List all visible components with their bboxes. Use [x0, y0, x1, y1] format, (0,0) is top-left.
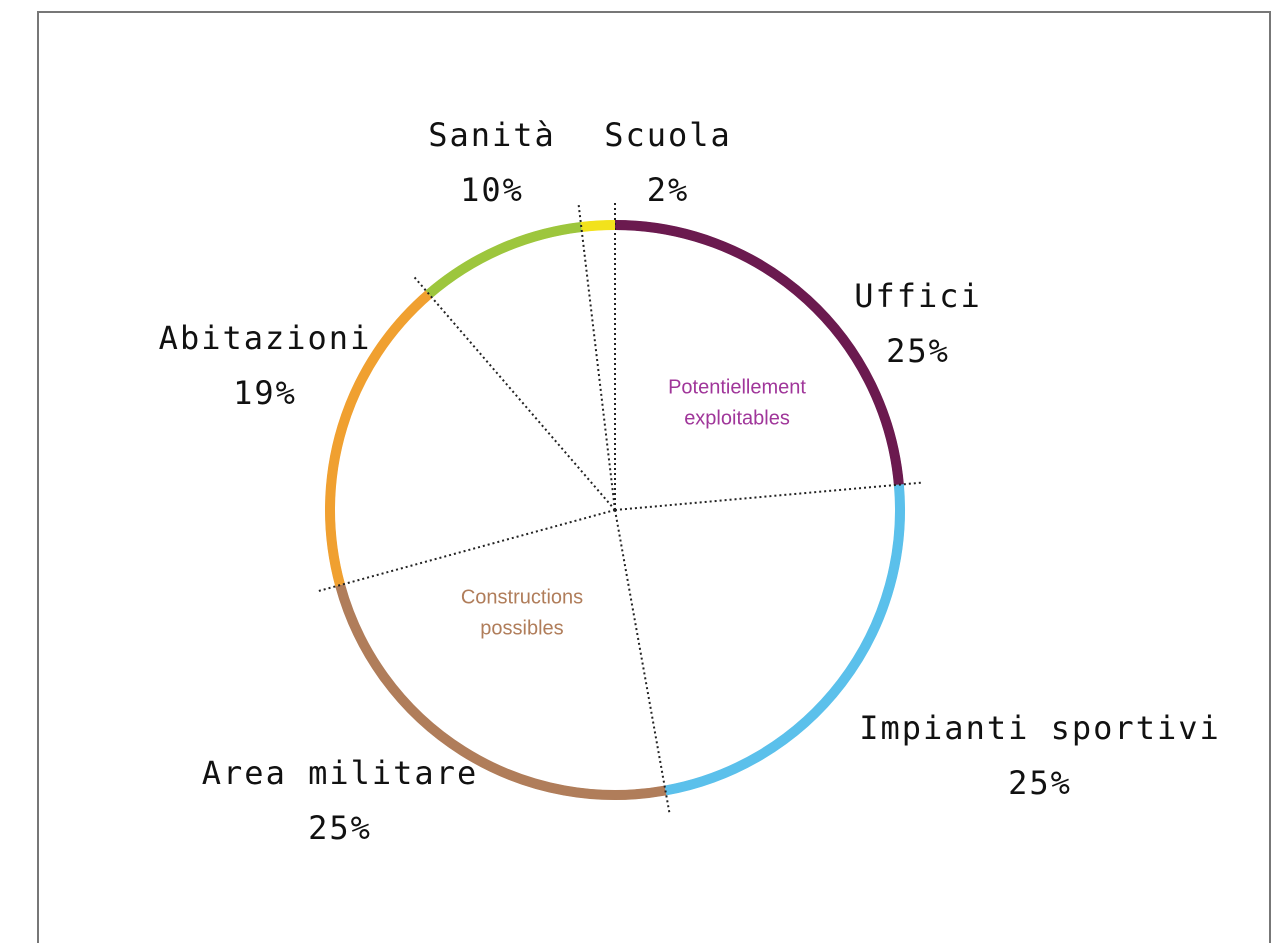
slice-arc-stroke: [614, 228, 896, 486]
slice-arc-stroke: [325, 290, 427, 587]
annotation: Constructions: [461, 586, 583, 608]
slice-arc: [335, 583, 667, 800]
slice-label: Sanità: [428, 116, 556, 154]
slice-label: Area militare: [202, 754, 478, 792]
slice-value-label: 25%: [308, 809, 372, 847]
slice-arc-stroke: [333, 296, 433, 585]
slice-value-label: 25%: [1008, 764, 1072, 802]
slice-value-label: 10%: [460, 171, 524, 209]
slice-value-label: 25%: [886, 332, 950, 370]
slice-label: Scuola: [604, 116, 732, 154]
slice-label: Uffici: [854, 277, 982, 315]
slice-label: Impianti sportivi: [859, 709, 1221, 747]
slice-arc-stroke: [664, 484, 897, 788]
slice-divider: [315, 509, 616, 593]
slice-arc-stroke: [335, 585, 667, 800]
slice-arc: [325, 290, 433, 587]
slice-value-label: 2%: [647, 171, 690, 209]
slice-arc-stroke: [665, 484, 905, 796]
slice-arc-stroke: [425, 222, 581, 292]
slice-divider: [411, 274, 616, 511]
slice-arc-stroke: [614, 220, 904, 485]
frame: [37, 11, 1271, 943]
slice-arc-stroke: [580, 220, 616, 224]
slice-arc: [614, 220, 904, 486]
slice-arc: [425, 222, 582, 298]
annotation: possibles: [480, 617, 563, 639]
annotation: exploitables: [684, 407, 790, 429]
annotation: Potentiellement: [668, 376, 806, 398]
slice-arc-stroke: [431, 230, 582, 298]
slice-value-label: 19%: [233, 374, 297, 412]
slice-arc: [664, 484, 905, 796]
slice-arc: [580, 220, 616, 232]
slice-arc-stroke: [343, 583, 665, 792]
slice-divider: [614, 481, 924, 511]
slice-label: Abitazioni: [159, 319, 372, 357]
slice-divider: [614, 509, 671, 816]
slice-divider: [577, 202, 616, 511]
